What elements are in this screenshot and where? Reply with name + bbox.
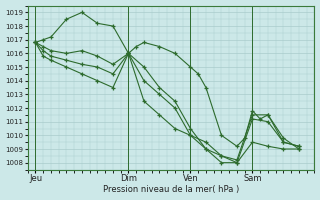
X-axis label: Pression niveau de la mer( hPa ): Pression niveau de la mer( hPa ) xyxy=(103,185,239,194)
